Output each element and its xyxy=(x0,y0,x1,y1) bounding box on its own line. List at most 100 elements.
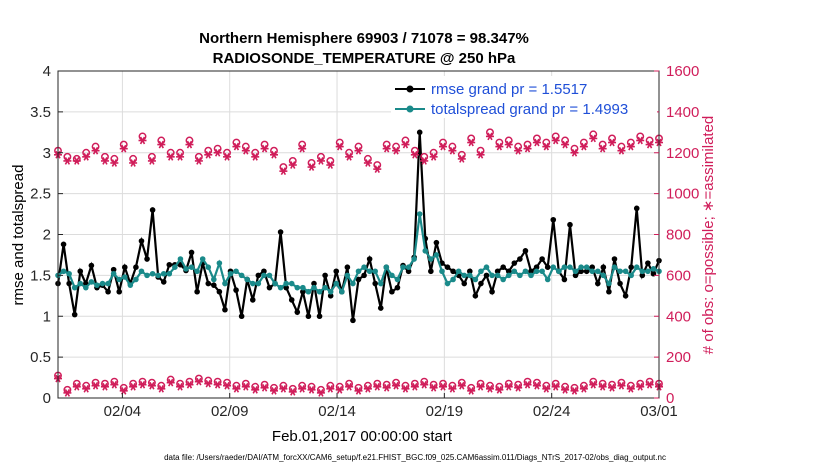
obs-assimilated-marker xyxy=(382,383,391,392)
data-point-totalspread xyxy=(389,272,395,279)
data-point-totalspread xyxy=(205,264,212,271)
data-point-rmse xyxy=(511,260,518,266)
chart-title: Northern Hemisphere 69903 / 71078 = 98.3… xyxy=(199,30,529,47)
obs-assimilated-marker xyxy=(251,152,260,161)
obs-assimilated-marker xyxy=(223,381,232,390)
obs-assimilated-marker xyxy=(307,385,316,394)
data-point-rmse xyxy=(533,264,540,271)
data-point-totalspread xyxy=(600,272,607,279)
y-tick-label-left: 2 xyxy=(43,227,51,244)
obs-assimilated-marker xyxy=(579,142,588,151)
data-point-totalspread xyxy=(194,268,200,275)
data-point-totalspread xyxy=(628,272,634,279)
data-point-totalspread xyxy=(611,264,618,271)
series-obs-assimilated-bottom xyxy=(54,374,663,397)
data-point-rmse xyxy=(639,272,646,279)
data-point-totalspread xyxy=(133,276,139,283)
data-point-totalspread xyxy=(339,288,345,295)
data-point-rmse xyxy=(517,256,523,262)
y-tick-label-right: 400 xyxy=(666,308,691,325)
obs-assimilated-marker xyxy=(138,136,147,145)
data-point-totalspread xyxy=(300,284,306,291)
data-point-totalspread xyxy=(199,256,206,262)
data-point-rmse xyxy=(389,288,395,295)
obs-assimilated-marker xyxy=(448,146,457,155)
obs-assimilated-marker xyxy=(194,377,203,386)
data-point-rmse xyxy=(489,288,495,295)
data-point-rmse xyxy=(472,293,479,299)
data-point-rmse xyxy=(567,221,573,228)
data-point-totalspread xyxy=(272,280,278,287)
data-point-rmse xyxy=(255,272,262,279)
data-point-rmse xyxy=(428,268,434,275)
obs-assimilated-marker xyxy=(213,148,222,157)
data-point-totalspread xyxy=(522,268,529,275)
data-point-rmse xyxy=(628,264,634,271)
obs-assimilated-marker xyxy=(617,146,626,155)
y-tick-label-left: 4 xyxy=(43,63,51,80)
obs-assimilated-marker xyxy=(561,140,570,149)
data-point-totalspread xyxy=(583,264,590,271)
obs-assimilated-marker xyxy=(636,136,645,145)
data-point-rmse xyxy=(261,268,267,275)
obs-assimilated-marker xyxy=(110,380,119,389)
obs-assimilated-marker xyxy=(298,144,307,153)
data-point-rmse xyxy=(606,288,612,295)
data-point-totalspread xyxy=(322,284,328,291)
obs-assimilated-marker xyxy=(523,380,532,389)
data-point-rmse xyxy=(366,256,373,262)
data-point-totalspread xyxy=(483,264,490,271)
obs-assimilated-marker xyxy=(288,388,297,396)
obs-assimilated-marker xyxy=(439,382,448,391)
data-point-totalspread xyxy=(99,280,106,287)
obs-assimilated-marker xyxy=(608,383,617,392)
y-tick-label-right: 1400 xyxy=(666,104,699,121)
data-point-rmse xyxy=(121,264,128,271)
data-point-rmse xyxy=(311,280,317,287)
obs-assimilated-marker xyxy=(260,144,269,153)
y-tick-label-left: 2.5 xyxy=(30,186,51,203)
obs-assimilated-marker xyxy=(532,381,541,390)
data-point-totalspread xyxy=(71,284,78,291)
data-point-totalspread xyxy=(539,268,545,275)
obs-assimilated-marker xyxy=(467,386,476,395)
obs-assimilated-marker xyxy=(335,385,344,394)
obs-assimilated-marker xyxy=(241,382,250,391)
data-point-rmse xyxy=(333,268,340,275)
y-tick-label-left: 1 xyxy=(43,308,51,325)
data-point-totalspread xyxy=(567,264,573,271)
data-point-rmse xyxy=(283,284,289,291)
data-point-rmse xyxy=(138,238,145,244)
data-point-totalspread xyxy=(544,276,551,283)
data-point-rmse xyxy=(149,207,156,213)
obs-assimilated-marker xyxy=(598,144,607,153)
data-point-rmse xyxy=(550,216,557,223)
legend-marker-totalspread xyxy=(406,105,414,113)
data-point-totalspread xyxy=(572,268,579,275)
series-totalspread xyxy=(55,211,662,295)
obs-assimilated-marker xyxy=(213,380,222,389)
data-point-rmse xyxy=(450,268,456,275)
data-point-totalspread xyxy=(105,280,111,287)
obs-assimilated-marker xyxy=(373,382,382,391)
obs-assimilated-marker xyxy=(279,167,288,176)
data-point-totalspread xyxy=(177,256,184,262)
data-point-totalspread xyxy=(478,268,484,275)
data-point-totalspread xyxy=(489,272,495,279)
y-axis-label-right: # of obs: o=possible; ∗=assimilated xyxy=(700,116,717,355)
data-point-totalspread xyxy=(183,266,189,272)
data-point-totalspread xyxy=(422,248,429,254)
data-point-rmse xyxy=(461,280,468,287)
data-point-rmse xyxy=(405,268,412,275)
obs-assimilated-marker xyxy=(551,136,560,145)
obs-assimilated-marker xyxy=(523,144,532,153)
data-point-totalspread xyxy=(116,276,123,283)
data-point-totalspread xyxy=(149,270,156,277)
obs-assimilated-marker xyxy=(326,161,335,169)
data-point-rmse xyxy=(528,268,534,275)
obs-assimilated-marker xyxy=(194,157,203,165)
data-point-rmse xyxy=(478,280,484,287)
data-point-totalspread xyxy=(211,276,217,283)
data-point-rmse xyxy=(622,293,629,299)
data-point-totalspread xyxy=(444,280,451,287)
